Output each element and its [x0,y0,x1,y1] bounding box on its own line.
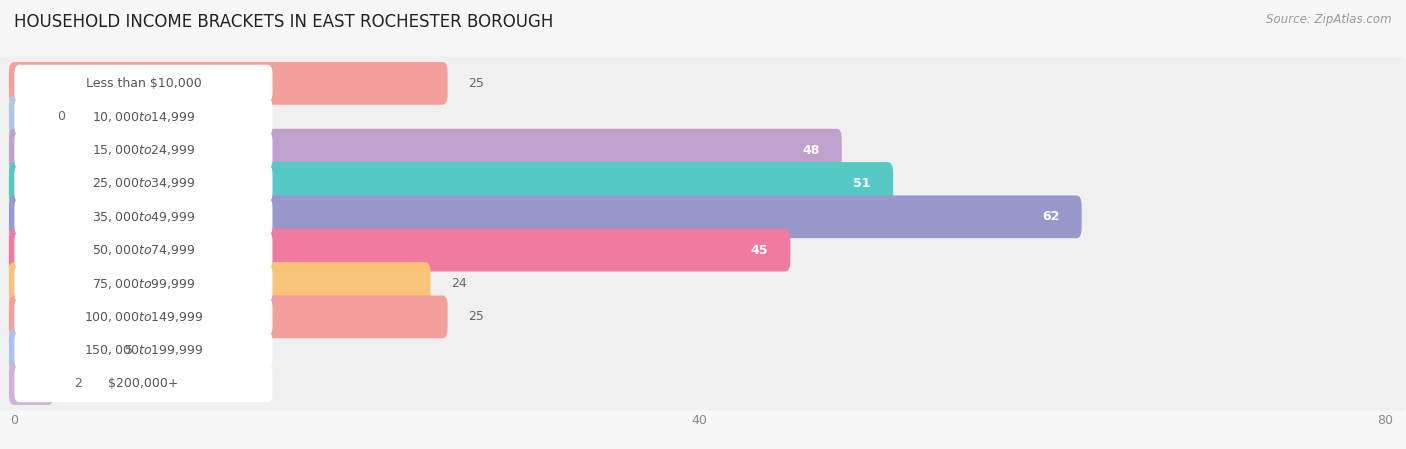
Text: $150,000 to $199,999: $150,000 to $199,999 [84,343,202,357]
FancyBboxPatch shape [0,324,1406,377]
FancyBboxPatch shape [14,331,273,369]
Text: $100,000 to $149,999: $100,000 to $149,999 [84,310,202,324]
FancyBboxPatch shape [14,298,273,335]
Text: 5: 5 [125,344,134,357]
Text: $25,000 to $34,999: $25,000 to $34,999 [91,176,195,190]
FancyBboxPatch shape [0,190,1406,243]
FancyBboxPatch shape [8,262,430,305]
FancyBboxPatch shape [8,229,790,272]
Text: 48: 48 [801,144,820,157]
FancyBboxPatch shape [8,362,53,405]
Text: 62: 62 [1042,210,1059,223]
FancyBboxPatch shape [8,95,37,138]
Text: Source: ZipAtlas.com: Source: ZipAtlas.com [1267,13,1392,26]
FancyBboxPatch shape [8,195,1081,238]
Text: HOUSEHOLD INCOME BRACKETS IN EAST ROCHESTER BOROUGH: HOUSEHOLD INCOME BRACKETS IN EAST ROCHES… [14,13,554,31]
FancyBboxPatch shape [14,98,273,136]
Text: $200,000+: $200,000+ [108,377,179,390]
Text: $15,000 to $24,999: $15,000 to $24,999 [91,143,195,157]
FancyBboxPatch shape [14,365,273,402]
FancyBboxPatch shape [14,65,273,102]
FancyBboxPatch shape [0,357,1406,410]
Text: 51: 51 [853,177,870,190]
Text: 24: 24 [451,277,467,290]
Text: 0: 0 [56,110,65,123]
FancyBboxPatch shape [0,90,1406,143]
Text: $75,000 to $99,999: $75,000 to $99,999 [91,277,195,291]
FancyBboxPatch shape [0,157,1406,210]
Text: 25: 25 [468,310,484,323]
FancyBboxPatch shape [0,123,1406,177]
FancyBboxPatch shape [14,232,273,269]
Text: 45: 45 [751,244,768,257]
FancyBboxPatch shape [8,329,105,372]
FancyBboxPatch shape [8,62,447,105]
FancyBboxPatch shape [14,165,273,202]
FancyBboxPatch shape [14,198,273,235]
Text: 2: 2 [75,377,82,390]
FancyBboxPatch shape [8,162,893,205]
FancyBboxPatch shape [8,295,447,338]
FancyBboxPatch shape [14,265,273,302]
FancyBboxPatch shape [0,290,1406,343]
Text: $10,000 to $14,999: $10,000 to $14,999 [91,110,195,124]
Text: $50,000 to $74,999: $50,000 to $74,999 [91,243,195,257]
FancyBboxPatch shape [0,224,1406,277]
Text: 25: 25 [468,77,484,90]
FancyBboxPatch shape [8,129,842,172]
FancyBboxPatch shape [14,132,273,169]
Text: Less than $10,000: Less than $10,000 [86,77,201,90]
Text: $35,000 to $49,999: $35,000 to $49,999 [91,210,195,224]
FancyBboxPatch shape [0,57,1406,110]
FancyBboxPatch shape [0,257,1406,310]
